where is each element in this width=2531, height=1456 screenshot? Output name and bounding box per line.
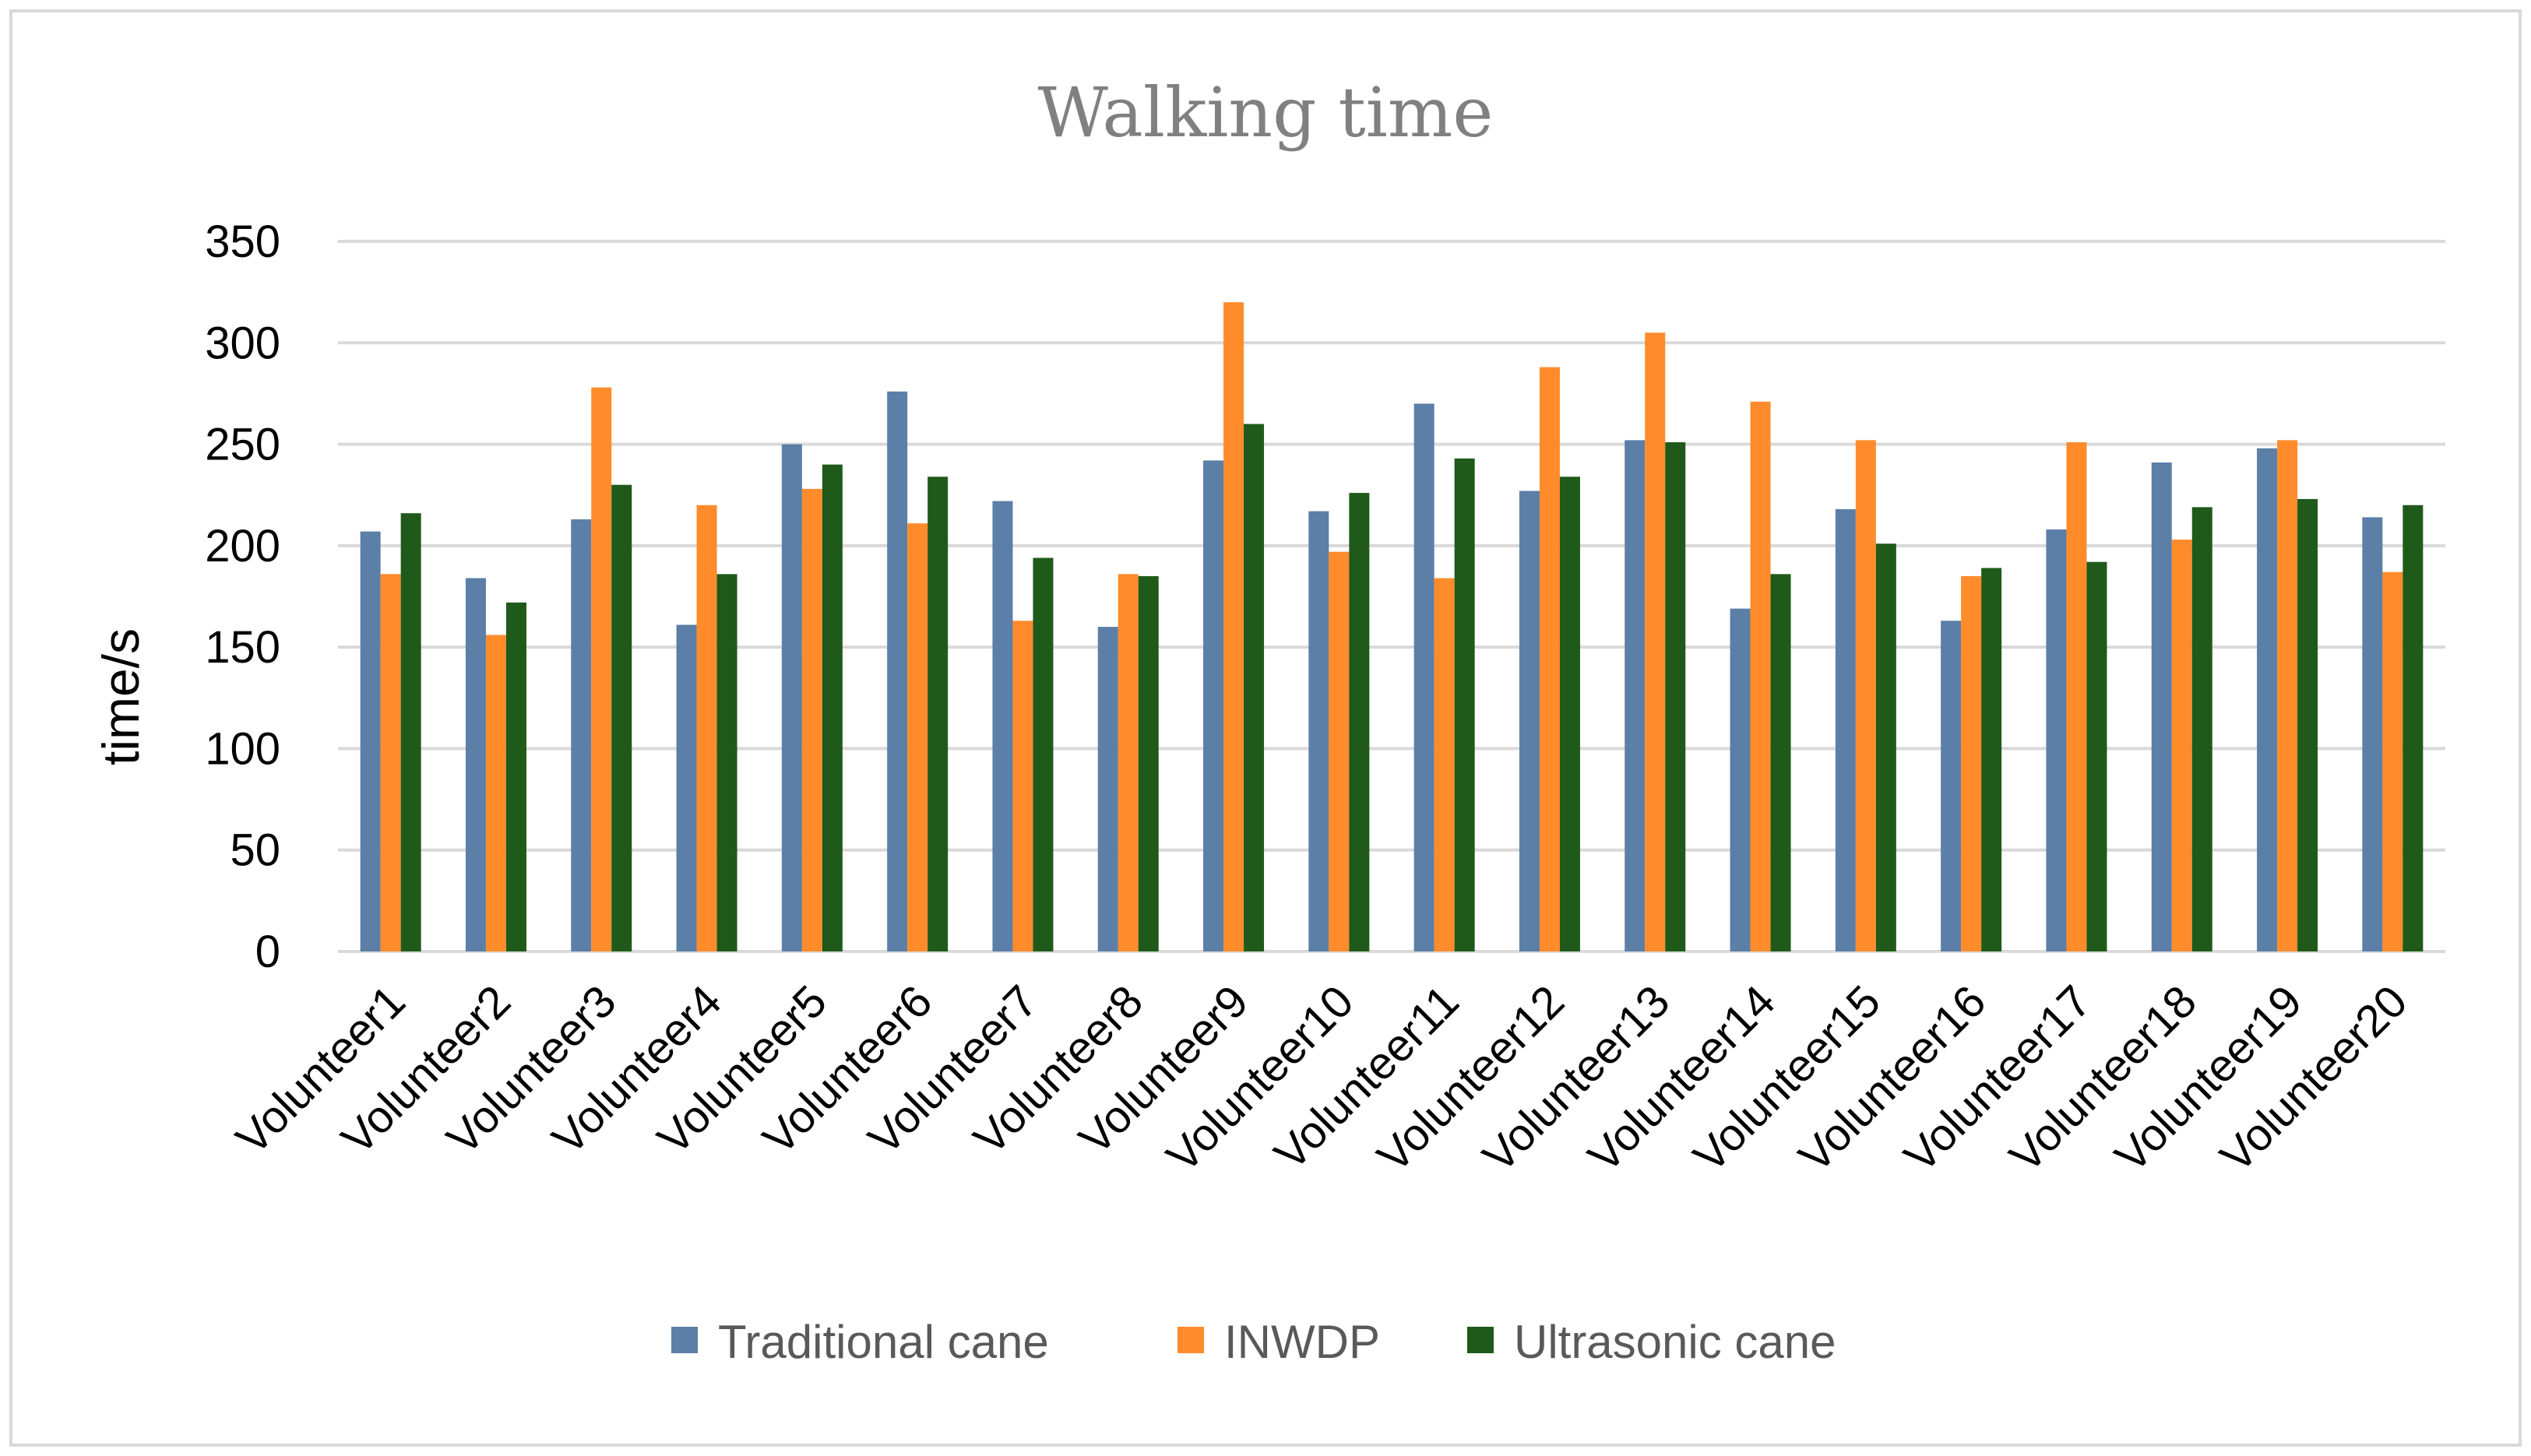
bar-traditional-cane-volunteer18 [2151,462,2172,951]
bar-traditional-cane-volunteer15 [1835,508,1856,951]
bar-ultrasonic-cane-volunteer2 [505,602,526,951]
legend-label-ultrasonic-cane: Ultrasonic cane [1514,1316,1836,1368]
bar-inwdp-volunteer2 [485,635,506,951]
bar-inwdp-volunteer10 [1329,551,1350,951]
bar-ultrasonic-cane-volunteer20 [2403,505,2424,951]
bar-traditional-cane-volunteer5 [781,444,802,951]
bar-traditional-cane-volunteer13 [1625,440,1646,951]
bar-inwdp-volunteer16 [1961,575,1982,951]
bar-traditional-cane-volunteer10 [1308,511,1329,951]
y-axis-label: time/s [92,628,150,765]
bar-traditional-cane-volunteer8 [1097,627,1118,951]
bar-traditional-cane-volunteer19 [2257,448,2278,951]
bar-ultrasonic-cane-volunteer8 [1138,575,1159,951]
bar-inwdp-volunteer1 [380,574,401,951]
legend-swatch-ultrasonic-cane [1467,1327,1494,1353]
bar-traditional-cane-volunteer14 [1730,608,1751,951]
bar-inwdp-volunteer8 [1118,574,1139,951]
bar-inwdp-volunteer4 [696,505,717,951]
bar-ultrasonic-cane-volunteer14 [1770,574,1791,951]
bars-layer [360,302,2424,952]
bar-traditional-cane-volunteer6 [887,391,908,951]
bar-inwdp-volunteer7 [1012,621,1033,951]
bar-inwdp-volunteer5 [801,488,822,951]
bar-ultrasonic-cane-volunteer13 [1665,441,1686,951]
bar-ultrasonic-cane-volunteer9 [1244,424,1265,951]
y-tick-label: 250 [205,420,280,470]
bar-ultrasonic-cane-volunteer18 [2191,507,2212,951]
bar-ultrasonic-cane-volunteer12 [1559,477,1580,951]
bar-ultrasonic-cane-volunteer10 [1349,493,1370,951]
bar-traditional-cane-volunteer7 [992,501,1013,951]
bar-inwdp-volunteer11 [1434,578,1455,951]
bar-ultrasonic-cane-volunteer7 [1033,557,1054,951]
bar-ultrasonic-cane-volunteer6 [928,477,949,951]
bar-inwdp-volunteer19 [2277,440,2298,951]
bar-ultrasonic-cane-volunteer4 [716,574,737,951]
bar-ultrasonic-cane-volunteer1 [400,513,421,951]
bar-traditional-cane-volunteer9 [1203,460,1224,951]
y-tick-label: 50 [230,825,280,876]
bar-ultrasonic-cane-volunteer15 [1875,543,1896,951]
y-tick-label: 150 [205,622,280,673]
bar-ultrasonic-cane-volunteer19 [2297,498,2318,951]
bar-traditional-cane-volunteer2 [465,578,486,951]
bar-ultrasonic-cane-volunteer16 [1981,568,2002,951]
legend-swatch-traditional-cane [671,1327,698,1353]
bar-inwdp-volunteer14 [1750,401,1771,951]
bar-traditional-cane-volunteer3 [571,519,592,951]
y-tick-label: 350 [205,216,280,267]
bar-traditional-cane-volunteer20 [2362,517,2383,951]
bar-inwdp-volunteer15 [1855,440,1876,951]
y-tick-label: 100 [205,723,280,774]
bar-traditional-cane-volunteer17 [2046,529,2067,951]
bar-inwdp-volunteer6 [907,523,928,951]
y-tick-label: 200 [205,521,280,571]
y-axis-ticks: 0 50 100 150 200 250 300 350 [205,216,280,977]
bar-traditional-cane-volunteer16 [1941,621,1962,951]
bar-inwdp-volunteer9 [1223,302,1244,952]
bar-ultrasonic-cane-volunteer17 [2086,561,2107,951]
bar-inwdp-volunteer3 [591,387,612,951]
chart-title: Walking time [1038,72,1494,153]
y-tick-label: 0 [255,927,280,977]
bar-traditional-cane-volunteer4 [676,624,697,951]
bar-inwdp-volunteer20 [2382,571,2403,951]
y-tick-label: 300 [205,318,280,368]
bar-traditional-cane-volunteer11 [1413,403,1434,951]
bar-inwdp-volunteer13 [1645,332,1666,951]
bar-inwdp-volunteer17 [2066,441,2087,951]
bar-ultrasonic-cane-volunteer5 [822,464,843,951]
legend-label-traditional-cane: Traditional cane [718,1316,1049,1368]
bar-inwdp-volunteer12 [1539,367,1560,951]
legend-swatch-inwdp [1177,1327,1204,1353]
legend: Traditional cane INWDP Ultrasonic cane [671,1316,1836,1368]
bar-ultrasonic-cane-volunteer11 [1454,458,1475,951]
legend-label-inwdp: INWDP [1224,1316,1380,1368]
bar-ultrasonic-cane-volunteer3 [611,484,632,951]
bar-traditional-cane-volunteer12 [1519,491,1540,951]
bar-inwdp-volunteer18 [2171,540,2192,951]
bar-traditional-cane-volunteer1 [360,531,381,951]
